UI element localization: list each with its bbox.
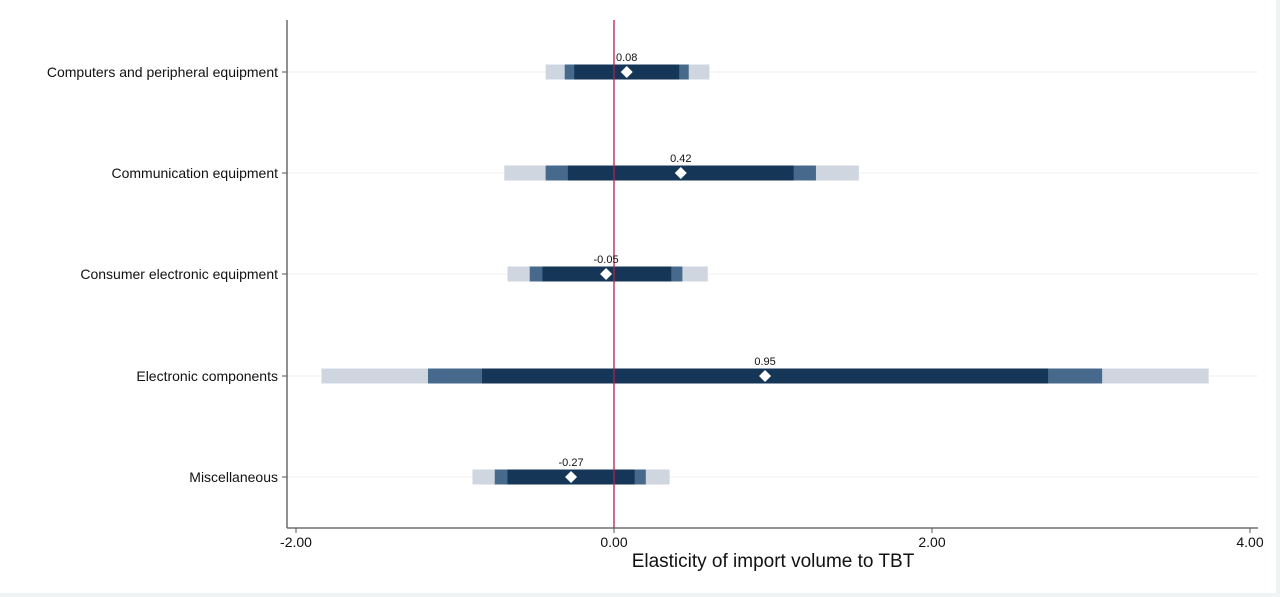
estimate-label: 0.42 (670, 153, 691, 165)
y-tick-label: Miscellaneous (189, 469, 278, 485)
y-axis-ticks: Computers and peripheral equipment Commun… (47, 64, 287, 485)
y-tick-label: Electronic components (136, 368, 278, 384)
y-tick-label: Consumer electronic equipment (80, 266, 278, 282)
point-estimate-diamond (565, 471, 578, 483)
y-tick-label: Communication equipment (111, 165, 278, 181)
x-tick-label: 4.00 (1236, 534, 1263, 550)
x-tick-label: -2.00 (280, 534, 312, 550)
x-tick-label: 2.00 (918, 534, 945, 550)
estimate-label: 0.08 (616, 52, 637, 64)
estimate-label: -0.27 (559, 457, 584, 469)
point-estimate-diamond (600, 268, 613, 280)
estimate-label: -0.05 (594, 254, 619, 266)
x-axis-title: Elasticity of import volume to TBT (632, 551, 915, 572)
point-estimate-diamond (674, 167, 687, 179)
x-axis-ticks: -2.00 0.00 2.00 4.00 (280, 528, 1264, 550)
gridlines (287, 71, 1258, 478)
y-tick-label: Computers and peripheral equipment (47, 64, 278, 80)
x-tick-label: 0.00 (600, 534, 627, 550)
point-estimate-diamond (620, 66, 633, 78)
point-estimates: 0.08 0.42 -0.05 0.95 -0.27 (559, 52, 776, 483)
point-estimate-diamond (759, 370, 772, 382)
estimate-label: 0.95 (754, 356, 775, 368)
